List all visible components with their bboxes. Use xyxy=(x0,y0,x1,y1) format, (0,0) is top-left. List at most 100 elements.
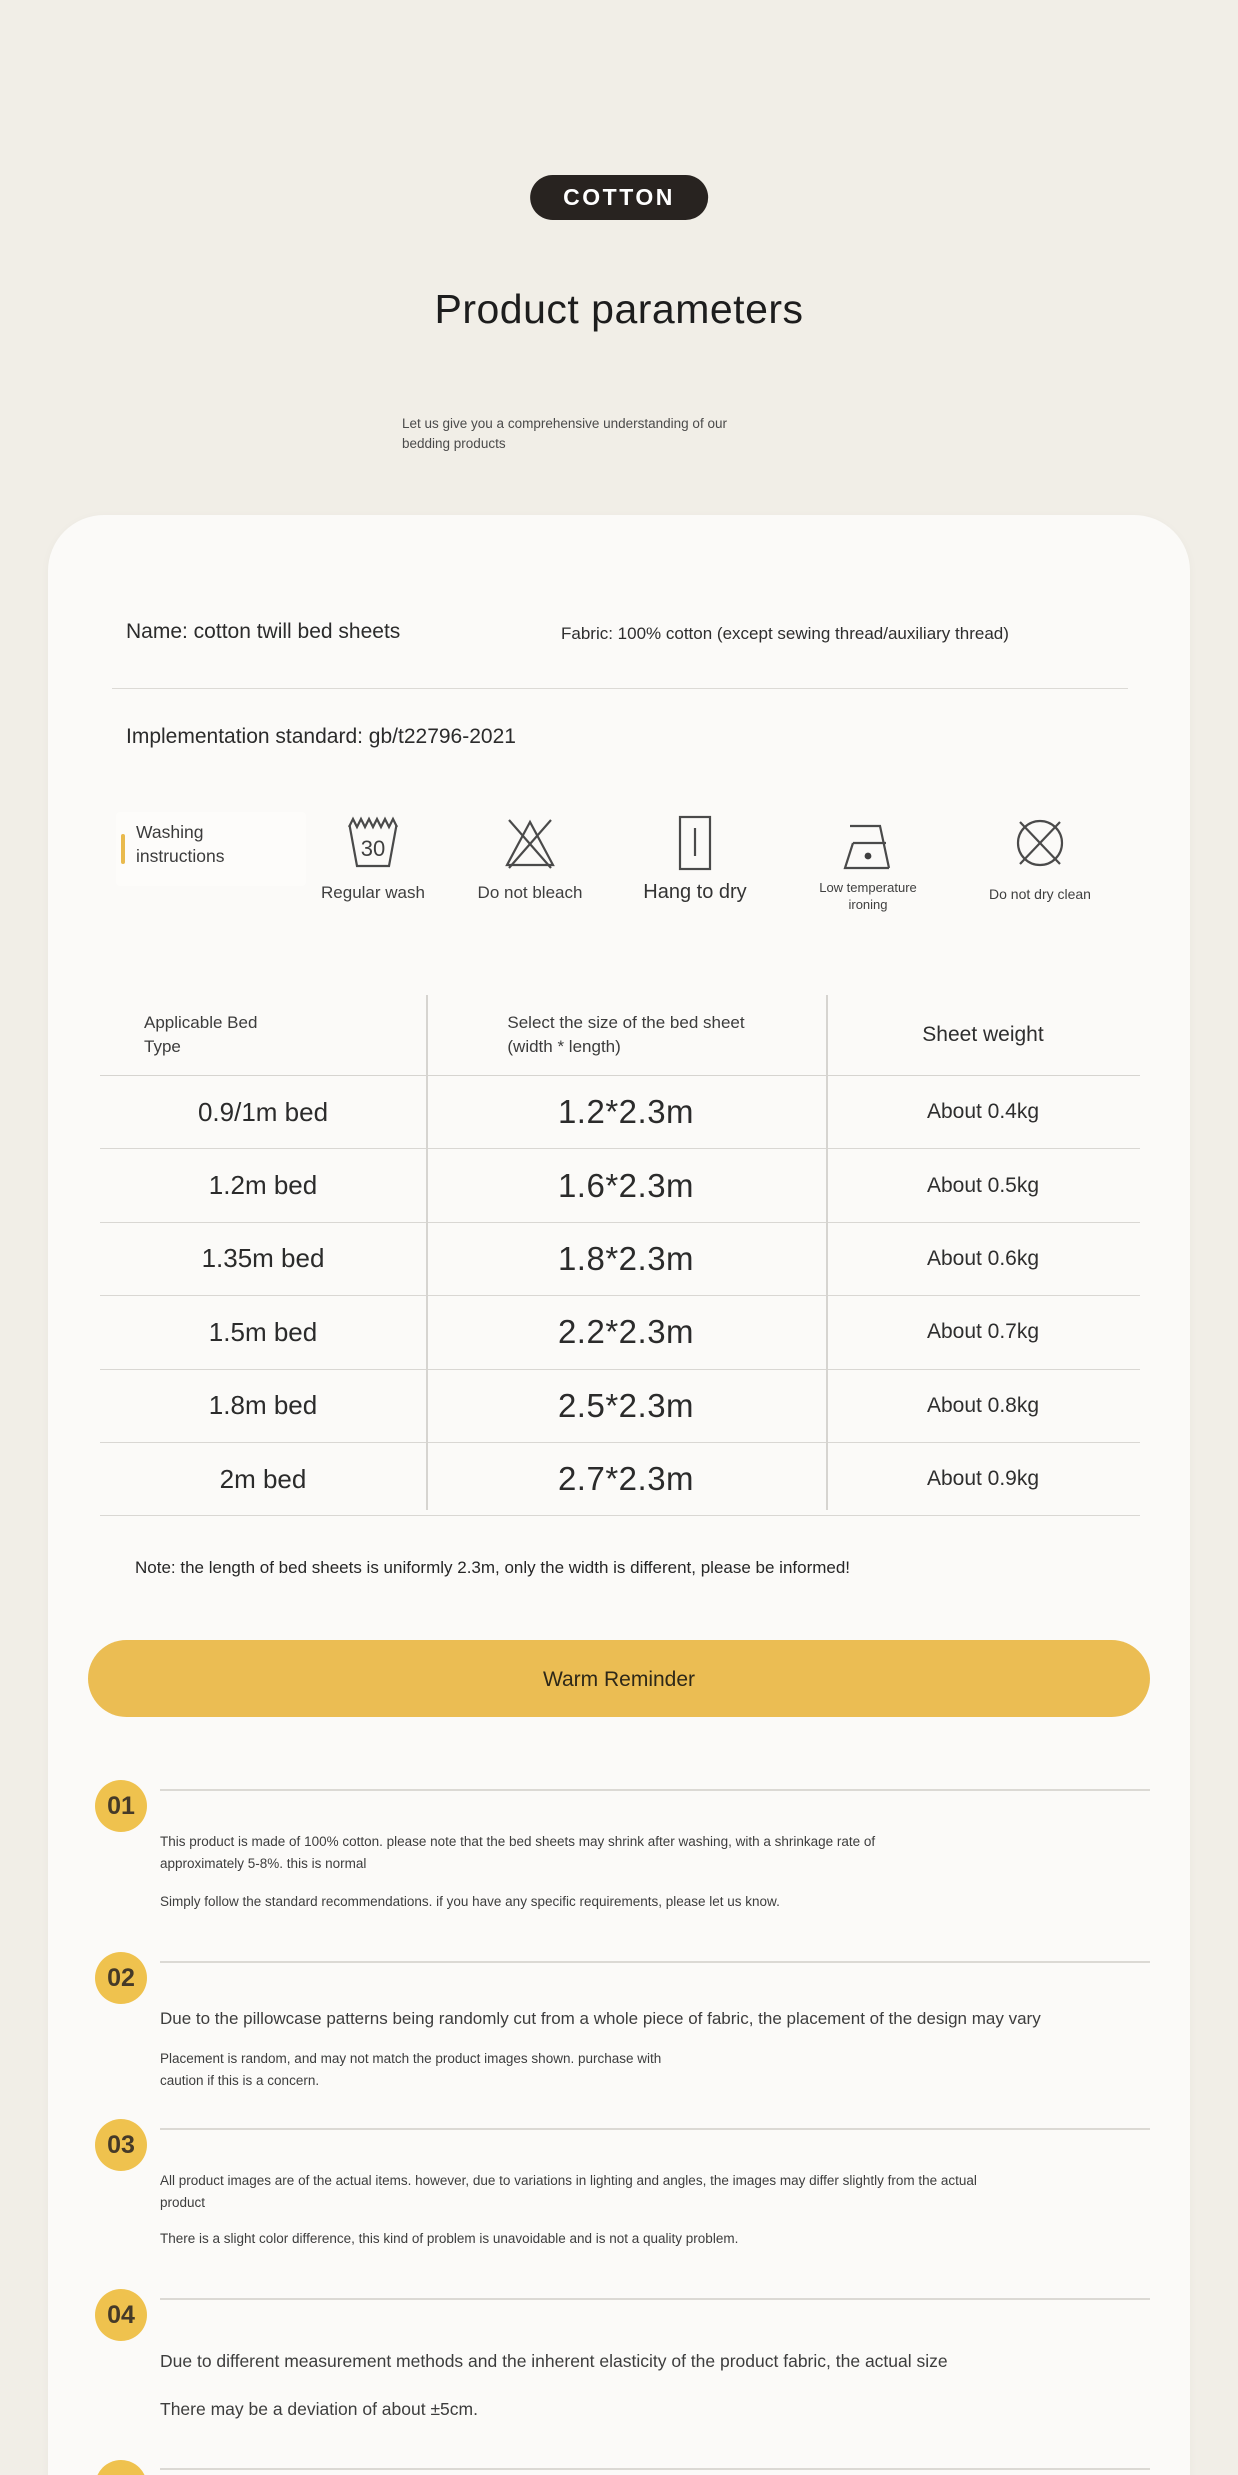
table-row: 1.35m bed 1.8*2.3m About 0.6kg xyxy=(100,1223,1140,1297)
reminder-paragraph: There is a slight color difference, this… xyxy=(160,2228,738,2250)
header-sheet-weight: Sheet weight xyxy=(922,1023,1044,1046)
implementation-standard: Implementation standard: gb/t22796-2021 xyxy=(126,725,516,748)
wash-label-line-2: ironing xyxy=(848,896,888,912)
cell-sheet-weight: About 0.6kg xyxy=(926,1246,1040,1270)
washing-label-line-1: Washing xyxy=(136,822,204,842)
header-line: (width * length) xyxy=(507,1037,621,1056)
reminder-paragraph: Simply follow the standard recommendatio… xyxy=(160,1891,780,1913)
cell-bed-type: 0.9/1m bed xyxy=(197,1096,329,1127)
table-row: 1.5m bed 2.2*2.3m About 0.7kg xyxy=(100,1296,1140,1370)
wash-item-label: Do not dry clean xyxy=(989,886,1091,902)
warm-reminder-button[interactable]: Warm Reminder xyxy=(88,1640,1150,1717)
low-temperature-iron-icon xyxy=(843,824,891,870)
wash-item-low-temperature-ironing: Low temperature ironing xyxy=(783,812,953,914)
cell-sheet-size: 1.8*2.3m xyxy=(557,1239,695,1277)
yellow-accent-bar xyxy=(121,834,125,864)
header-applicable-bed-type: Applicable Bed Type xyxy=(100,1011,426,1059)
table-row: 0.9/1m bed 1.2*2.3m About 0.4kg xyxy=(100,1076,1140,1150)
cell-sheet-weight: About 0.8kg xyxy=(926,1393,1040,1417)
cell-sheet-size: 1.2*2.3m xyxy=(557,1093,695,1131)
header-line: Type xyxy=(144,1037,181,1056)
wash-tub-30-icon: 30 xyxy=(348,816,398,868)
reminder-number-badge: 01 xyxy=(95,1780,147,1832)
table-row: 1.2m bed 1.6*2.3m About 0.5kg xyxy=(100,1149,1140,1223)
wash-item-label: Hang to dry xyxy=(643,881,747,903)
reminder-number-badge: 05 xyxy=(95,2460,147,2475)
table-vertical-divider xyxy=(426,995,428,1510)
cell-sheet-size: 2.2*2.3m xyxy=(557,1313,695,1351)
table-vertical-divider xyxy=(826,995,828,1510)
cotton-badge: COTTON xyxy=(530,175,708,220)
hang-to-dry-icon xyxy=(678,815,712,871)
reminder-text-line: approximately 5-8%. this is normal xyxy=(160,1856,367,1872)
wash-item-label: Regular wash xyxy=(321,883,425,902)
cell-sheet-weight: About 0.5kg xyxy=(926,1173,1040,1197)
product-name: Name: cotton twill bed sheets xyxy=(126,620,401,643)
wash-item-regular-wash: 30 Regular wash xyxy=(288,812,458,903)
reminder-paragraph: All product images are of the actual ite… xyxy=(160,2170,1120,2215)
reminder-divider-line xyxy=(160,2298,1150,2300)
reminder-divider-line xyxy=(160,2468,1150,2470)
cell-bed-type: 1.35m bed xyxy=(201,1243,325,1274)
cell-bed-type: 2m bed xyxy=(219,1463,307,1494)
header-line: Select the size of the bed sheet xyxy=(507,1013,745,1033)
reminder-divider-line xyxy=(160,1789,1150,1791)
reminder-text-line: Placement is random, and may not match t… xyxy=(160,2051,662,2066)
washing-instructions-label: Washing instructions xyxy=(136,820,225,868)
reminder-paragraph: This product is made of 100% cotton. ple… xyxy=(160,1831,980,1876)
cell-sheet-weight: About 0.7kg xyxy=(926,1320,1040,1344)
reminder-number-badge: 02 xyxy=(95,1952,147,2004)
do-not-dry-clean-icon xyxy=(1016,819,1064,867)
table-note: Note: the length of bed sheets is unifor… xyxy=(135,1558,851,1577)
reminder-paragraph: Due to different measurement methods and… xyxy=(160,2348,948,2374)
reminder-divider-line xyxy=(160,1961,1150,1963)
washing-label-line-2: instructions xyxy=(136,846,225,867)
reminder-number-badge: 04 xyxy=(95,2289,147,2341)
wash-temp-value: 30 xyxy=(361,836,385,861)
reminder-text-line: product xyxy=(160,2195,206,2211)
reminder-text-line: Simply follow the standard recommendatio… xyxy=(160,1894,780,1909)
cell-bed-type: 1.2m bed xyxy=(208,1170,318,1201)
reminder-text-line: Due to the pillowcase patterns being ran… xyxy=(160,2009,1041,2028)
reminder-number-badge: 03 xyxy=(95,2119,147,2171)
reminder-divider-line xyxy=(160,2128,1150,2130)
size-table: Applicable Bed Type Select the size of t… xyxy=(100,995,1140,1517)
subtitle-line-1: Let us give you a comprehensive understa… xyxy=(402,416,727,431)
header-inner: Select the size of the bed sheet (width … xyxy=(507,1011,744,1059)
cell-sheet-size: 1.6*2.3m xyxy=(557,1166,695,1204)
divider xyxy=(112,688,1128,689)
wash-item-do-not-dry-clean: Do not dry clean xyxy=(955,812,1125,902)
wash-item-hang-to-dry: Hang to dry xyxy=(610,812,780,904)
reminder-paragraph: There may be a deviation of about ±5cm. xyxy=(160,2396,478,2422)
reminder-paragraph: Due to the pillowcase patterns being ran… xyxy=(160,2006,1041,2032)
wash-item-label: Do not bleach xyxy=(477,883,583,902)
cell-sheet-size: 2.5*2.3m xyxy=(557,1386,695,1424)
reminder-text-line: There is a slight color difference, this… xyxy=(160,2231,739,2246)
reminder-text-line: Due to different measurement methods and… xyxy=(160,2351,948,2371)
subtitle-line-2: bedding products xyxy=(402,436,506,452)
table-header-row: Applicable Bed Type Select the size of t… xyxy=(100,995,1140,1076)
table-row: 2m bed 2.7*2.3m About 0.9kg xyxy=(100,1443,1140,1517)
product-fabric: Fabric: 100% cotton (except sewing threa… xyxy=(561,624,1009,643)
reminder-paragraph: Placement is random, and may not match t… xyxy=(160,2048,661,2093)
header-line: Applicable Bed xyxy=(144,1013,258,1033)
wash-item-do-not-bleach: Do not bleach xyxy=(445,812,615,903)
reminder-text-line: This product is made of 100% cotton. ple… xyxy=(160,1834,876,1849)
do-not-bleach-icon xyxy=(505,819,555,869)
table-row: 1.8m bed 2.5*2.3m About 0.8kg xyxy=(100,1370,1140,1443)
page-subtitle: Let us give you a comprehensive understa… xyxy=(402,414,727,455)
page-title: Product parameters xyxy=(434,286,804,332)
header-sheet-size: Select the size of the bed sheet (width … xyxy=(426,1011,826,1059)
washing-instructions-box xyxy=(116,812,306,886)
cell-bed-type: 1.8m bed xyxy=(208,1390,318,1421)
reminder-text-line: caution if this is a concern. xyxy=(160,2073,320,2089)
cell-sheet-size: 2.7*2.3m xyxy=(557,1460,695,1498)
cell-sheet-weight: About 0.4kg xyxy=(926,1100,1040,1124)
reminder-text-line: There may be a deviation of about ±5cm. xyxy=(160,2399,478,2419)
wash-label-line-1: Low temperature xyxy=(819,880,917,895)
wash-item-label: Low temperature ironing xyxy=(783,880,953,914)
cell-sheet-weight: About 0.9kg xyxy=(926,1467,1040,1491)
reminder-text-line: All product images are of the actual ite… xyxy=(160,2173,977,2188)
cell-bed-type: 1.5m bed xyxy=(208,1316,318,1347)
